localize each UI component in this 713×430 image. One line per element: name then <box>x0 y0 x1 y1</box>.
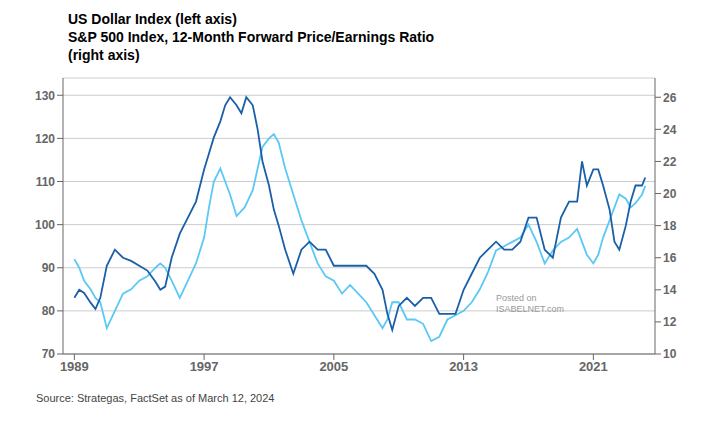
svg-text:12: 12 <box>663 315 677 329</box>
html-text:ISABELNET.com: ISABELNET.com <box>495 304 564 314</box>
svg-text:24: 24 <box>663 123 677 137</box>
html-text:Source: Strategas, FactSet as: Source: Strategas, FactSet as of March 1… <box>36 392 275 404</box>
html-text:(right axis): (right axis) <box>68 47 140 63</box>
svg-text:100: 100 <box>35 218 55 232</box>
svg-text:22: 22 <box>663 155 677 169</box>
svg-text:80: 80 <box>42 304 56 318</box>
svg-text:90: 90 <box>42 261 56 275</box>
svg-text:26: 26 <box>663 91 677 105</box>
svg-text:120: 120 <box>35 132 55 146</box>
svg-text:14: 14 <box>663 283 677 297</box>
svg-text:2013: 2013 <box>449 359 478 374</box>
html-text:Posted on: Posted on <box>495 293 537 303</box>
svg-text:10: 10 <box>663 347 677 361</box>
html-text:US Dollar Index (left axis): US Dollar Index (left axis) <box>68 11 237 27</box>
svg-text:1989: 1989 <box>60 359 89 374</box>
svg-text:2005: 2005 <box>319 359 348 374</box>
svg-text:16: 16 <box>663 251 677 265</box>
svg-text:130: 130 <box>35 89 55 103</box>
svg-text:1997: 1997 <box>190 359 219 374</box>
html-text:S&P 500 Index, 12-Month Forwar: S&P 500 Index, 12-Month Forward Price/Ea… <box>68 29 435 45</box>
svg-text:18: 18 <box>663 219 677 233</box>
svg-text:70: 70 <box>42 347 56 361</box>
svg-text:20: 20 <box>663 187 677 201</box>
svg-text:2021: 2021 <box>579 359 608 374</box>
svg-text:110: 110 <box>36 175 56 189</box>
